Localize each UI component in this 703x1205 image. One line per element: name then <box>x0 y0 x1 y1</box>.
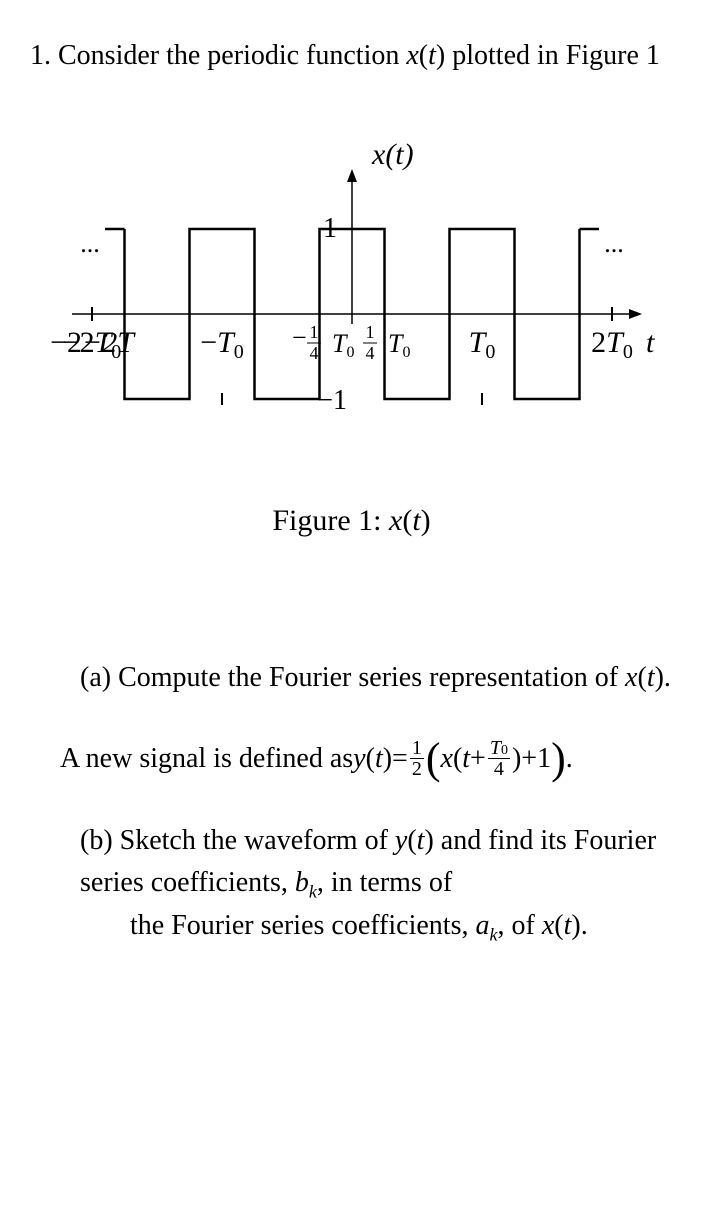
problem-fn: x <box>406 40 418 71</box>
pb-l2-after: . <box>581 910 588 941</box>
part-b-line2: the Fourier series coefficients, ak, of … <box>30 905 673 949</box>
label-posQ-num: 1 <box>365 322 374 342</box>
ns-T04: T0 4 <box>488 738 510 779</box>
figure-svg: x(t) 1 −1 ... ... <box>42 124 662 464</box>
pb-l1-before: Sketch the waveform of <box>113 825 395 856</box>
part-a-text-after: . <box>664 662 671 693</box>
label-negQ-T: T0 <box>332 329 354 361</box>
label-negQ-num: 1 <box>309 322 318 342</box>
y-axis-arrowhead <box>347 169 357 182</box>
pb-x: x <box>542 910 554 941</box>
x-axis-label: t <box>646 326 655 359</box>
pb-t2: t <box>564 910 572 941</box>
ns-half-den: 2 <box>410 759 424 779</box>
part-a-fn: x <box>625 662 637 693</box>
pb-l2-mid: , of <box>497 910 541 941</box>
problem-text-before: Consider the periodic function <box>58 40 406 71</box>
part-b-line1: (b) Sketch the waveform of y(t) and find… <box>30 820 673 906</box>
pb-t: t <box>417 825 425 856</box>
pb-ak-a: a <box>475 910 489 941</box>
label-negQ-minus: − <box>292 323 307 352</box>
figure-container: x(t) 1 −1 ... ... <box>30 124 673 464</box>
ns-t1: t <box>375 738 383 780</box>
label-posQ-T: T0 <box>388 329 410 361</box>
pb-y: y <box>395 825 407 856</box>
problem-text-after: plotted in Figure 1 <box>445 40 660 71</box>
ns-eq: = <box>392 738 408 780</box>
label-negQ-den: 4 <box>309 343 318 363</box>
ns-plus: + <box>470 738 486 780</box>
new-signal-prefix: A new signal is defined as <box>60 738 353 780</box>
problem-number: 1. <box>30 40 51 71</box>
ns-rparen: ) <box>551 741 566 776</box>
problem-statement: 1. Consider the periodic function x(t) p… <box>30 38 673 74</box>
part-b-label: (b) <box>80 825 113 856</box>
dots-right: ... <box>604 229 624 258</box>
part-a-label: (a) <box>80 662 111 693</box>
part-a-text-before: Compute the Fourier series representatio… <box>111 662 625 693</box>
label-negT0: −T0 <box>200 326 244 363</box>
pb-bk-b: b <box>295 867 309 898</box>
pb-l1-after: , in terms of <box>317 867 452 898</box>
y-axis-label: x(t) <box>371 138 414 171</box>
pb-bk-k: k <box>309 881 317 901</box>
new-signal-equation: y(t) = 1 2 ( x(t+ T0 4 )+1 ). <box>353 738 573 780</box>
x-axis-arrowhead <box>629 309 642 319</box>
ns-T0-num: T0 <box>488 738 510 759</box>
label-posQ-den: 4 <box>365 343 374 363</box>
ns-period: . <box>566 738 573 780</box>
ns-t2: t <box>462 738 470 780</box>
ns-half: 1 2 <box>410 738 424 779</box>
label-yneg1: −1 <box>317 385 347 416</box>
caption-arg: t <box>412 504 420 537</box>
ns-half-num: 1 <box>410 738 424 759</box>
part-a-arg: t <box>647 662 655 693</box>
ns-x: x <box>441 738 453 780</box>
pb-l2-before: the Fourier series coefficients, <box>130 910 475 941</box>
caption-prefix: Figure 1: <box>272 504 389 537</box>
figure-caption: Figure 1: x(t) <box>30 504 673 538</box>
dots-left: ... <box>80 229 100 258</box>
ns-y: y <box>353 738 365 780</box>
caption-fn: x <box>389 504 402 537</box>
label-posT0: T0 <box>468 326 495 363</box>
ns-T0-den: 4 <box>492 759 506 779</box>
ns-lparen: ( <box>426 741 441 776</box>
problem-fn-arg: t <box>428 40 436 71</box>
part-a: (a) Compute the Fourier series represent… <box>30 658 673 697</box>
ns-plus1: +1 <box>521 738 551 780</box>
new-signal-definition: A new signal is defined as y(t) = 1 2 ( … <box>30 738 673 780</box>
label-pos2T0: 2T0 <box>591 326 633 363</box>
